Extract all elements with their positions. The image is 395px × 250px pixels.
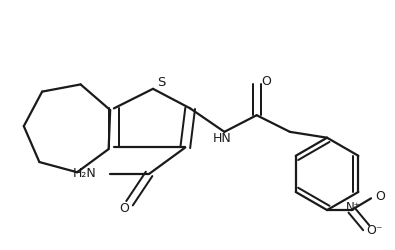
Text: O: O (375, 190, 385, 203)
Text: O: O (120, 202, 130, 214)
Text: O: O (261, 76, 271, 88)
Text: O⁻: O⁻ (367, 224, 383, 237)
Text: HN: HN (213, 132, 232, 145)
Text: N⁺: N⁺ (346, 201, 361, 214)
Text: H₂N: H₂N (73, 168, 96, 180)
Text: S: S (157, 76, 165, 90)
